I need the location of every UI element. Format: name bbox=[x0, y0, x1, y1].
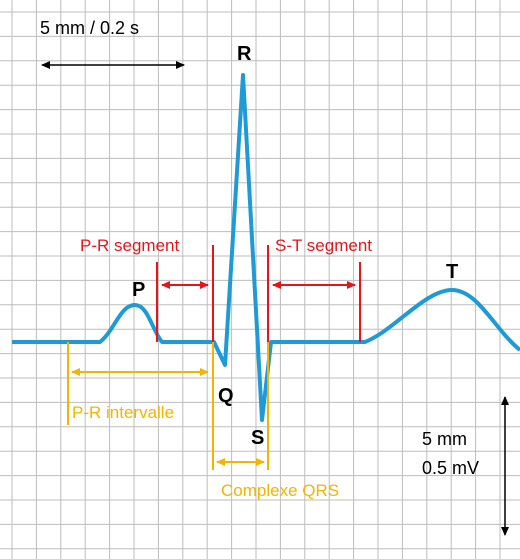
segment-markers bbox=[156, 245, 361, 342]
r-label: R bbox=[237, 43, 252, 65]
amplitude-mv: 0.5 mV bbox=[422, 458, 479, 478]
interval-markers bbox=[67, 342, 269, 470]
t-label: T bbox=[446, 261, 458, 283]
p-label: P bbox=[132, 279, 145, 301]
qrs-label: Complexe QRS bbox=[221, 481, 339, 500]
scale-arrows bbox=[41, 61, 509, 536]
s-label: S bbox=[251, 427, 264, 449]
pr-interval-label: P-R intervalle bbox=[72, 403, 174, 422]
q-label: Q bbox=[218, 385, 234, 407]
pr-segment-label: P-R segment bbox=[80, 236, 179, 255]
ecg-trace bbox=[12, 73, 520, 422]
st-segment-label: S-T segment bbox=[275, 236, 372, 255]
amplitude-mm: 5 mm bbox=[422, 429, 467, 449]
time-scale: 5 mm / 0.2 s bbox=[40, 18, 139, 38]
